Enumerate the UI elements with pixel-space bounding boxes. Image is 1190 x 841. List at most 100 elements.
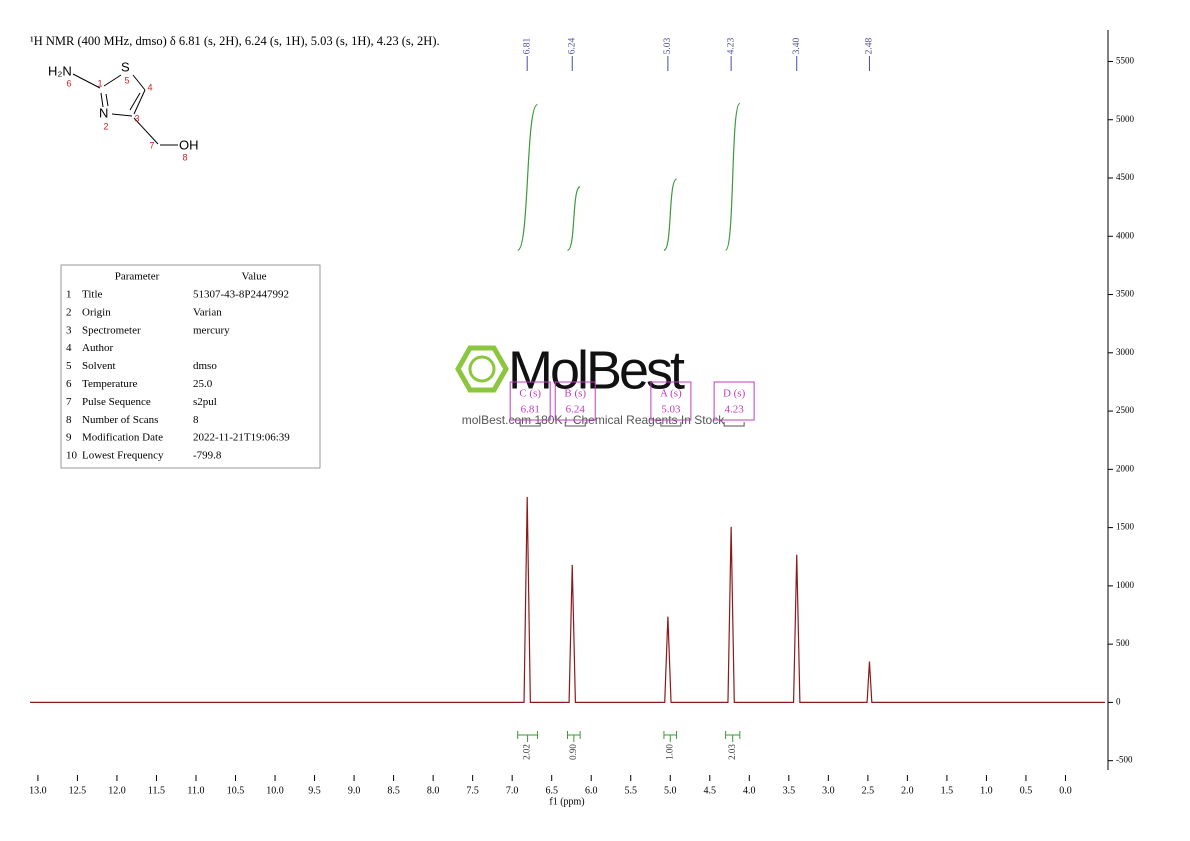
x-axis-label: f1 (ppm)	[549, 796, 584, 807]
multiplet-box	[713, 381, 755, 421]
integral-curve	[725, 102, 741, 251]
peak-label: 6.81	[522, 37, 532, 54]
peak-label: 6.24	[567, 37, 577, 54]
chart-title: ¹H NMR (400 MHz, dmso) δ 6.81 (s, 2H), 6…	[30, 34, 440, 48]
atom-label: OH	[179, 137, 199, 152]
table-cell: 10	[66, 450, 78, 462]
multiplet-box	[509, 381, 551, 421]
y-tick-label: 4500	[1116, 172, 1135, 182]
x-tick-label: 10.0	[266, 785, 284, 796]
atom-number: 4	[147, 82, 152, 92]
integral-bracket	[517, 731, 538, 742]
integral-bracket	[567, 731, 581, 742]
atom-number: 2	[103, 121, 108, 131]
table-cell: 1	[66, 289, 72, 301]
table-header: Value	[241, 271, 266, 283]
multiplet-shift: 6.24	[566, 404, 586, 416]
watermark-brand: MolBest	[508, 340, 685, 400]
y-tick-label: 0	[1116, 696, 1121, 706]
table-cell: Number of Scans	[82, 414, 158, 426]
atom-label: S	[121, 59, 130, 74]
multiplet-name: C (s)	[519, 388, 541, 400]
x-tick-label: 0.0	[1059, 785, 1072, 796]
bond	[100, 92, 104, 108]
x-tick-label: 11.0	[187, 785, 204, 796]
multiplet-shift: 5.03	[661, 404, 681, 416]
multiplet-shift: 6.81	[521, 404, 540, 416]
multiplet-shift: 4.23	[724, 404, 744, 416]
x-tick-label: 4.0	[743, 785, 756, 796]
x-tick-label: 12.5	[69, 785, 87, 796]
table-cell: 6	[66, 378, 72, 390]
peak-label: 4.23	[726, 37, 736, 54]
atom-number: 5	[124, 75, 129, 85]
table-cell: Temperature	[82, 378, 138, 390]
x-tick-label: 8.5	[387, 785, 400, 796]
integral-value: 2.02	[522, 744, 532, 760]
table-header: Parameter	[115, 271, 160, 283]
table-cell: Solvent	[82, 360, 116, 372]
integral-curve	[517, 103, 539, 251]
table-cell: 3	[66, 324, 72, 336]
table-cell: mercury	[193, 324, 230, 336]
table-cell: Origin	[82, 306, 111, 318]
table-cell: 8	[66, 414, 72, 426]
x-tick-label: 5.5	[624, 785, 637, 796]
atom-number: 6	[66, 78, 71, 88]
table-cell: 2	[66, 306, 72, 318]
integral-curve	[663, 178, 678, 251]
y-tick-label: 4000	[1116, 230, 1135, 240]
bond	[105, 93, 109, 107]
multiplet-box	[554, 381, 596, 421]
y-tick-label: 500	[1116, 638, 1130, 648]
y-tick-label: 1000	[1116, 580, 1135, 590]
bond	[72, 73, 101, 89]
x-tick-label: 13.0	[29, 785, 47, 796]
bond	[133, 117, 159, 145]
table-cell: Lowest Frequency	[82, 450, 164, 462]
multiplet-name: D (s)	[723, 388, 746, 400]
multiplet-box	[650, 381, 692, 421]
y-tick-label: 5000	[1116, 114, 1135, 124]
multiplet-name: A (s)	[660, 388, 682, 400]
integral-curve	[566, 186, 581, 251]
spectrum-line	[30, 496, 1105, 704]
x-tick-label: 9.5	[308, 785, 321, 796]
table-cell: 4	[66, 342, 72, 354]
x-tick-label: 12.0	[108, 785, 126, 796]
integral-bracket	[663, 731, 678, 742]
x-tick-label: 1.5	[941, 785, 954, 796]
peak-label: 3.40	[792, 37, 802, 54]
table-cell: Title	[82, 289, 103, 301]
atom-number: 1	[97, 78, 102, 88]
table-cell: 8	[193, 414, 199, 426]
multiplet-name: B (s)	[564, 388, 586, 400]
table-cell: 2022-11-21T19:06:39	[193, 432, 290, 444]
table-cell: 51307-43-8P2447992	[193, 289, 289, 301]
x-tick-label: 7.5	[466, 785, 479, 796]
x-tick-label: 6.0	[585, 785, 598, 796]
atom-number: 3	[134, 113, 139, 123]
x-tick-label: 3.0	[822, 785, 835, 796]
table-cell: s2pul	[193, 396, 217, 408]
table-cell: 5	[66, 360, 72, 372]
molecule-bonds	[72, 73, 178, 146]
bond	[133, 89, 146, 115]
x-tick-label: 2.5	[862, 785, 875, 796]
integral-value: 0.90	[568, 744, 578, 760]
atom-number: 8	[182, 152, 187, 162]
table-cell: Modification Date	[82, 432, 163, 444]
y-tick-label: 3000	[1116, 347, 1135, 357]
x-tick-label: 6.5	[545, 785, 558, 796]
table-cell: 9	[66, 432, 72, 444]
integral-value: 1.00	[664, 744, 674, 760]
peak-label: 5.03	[663, 37, 673, 54]
x-tick-label: 7.0	[506, 785, 519, 796]
y-tick-label: 2500	[1116, 405, 1135, 415]
x-tick-label: 1.0	[980, 785, 993, 796]
x-tick-label: 11.5	[148, 785, 165, 796]
multiplet-bracket	[723, 422, 745, 427]
bond	[103, 74, 122, 87]
x-tick-label: 2.0	[901, 785, 914, 796]
